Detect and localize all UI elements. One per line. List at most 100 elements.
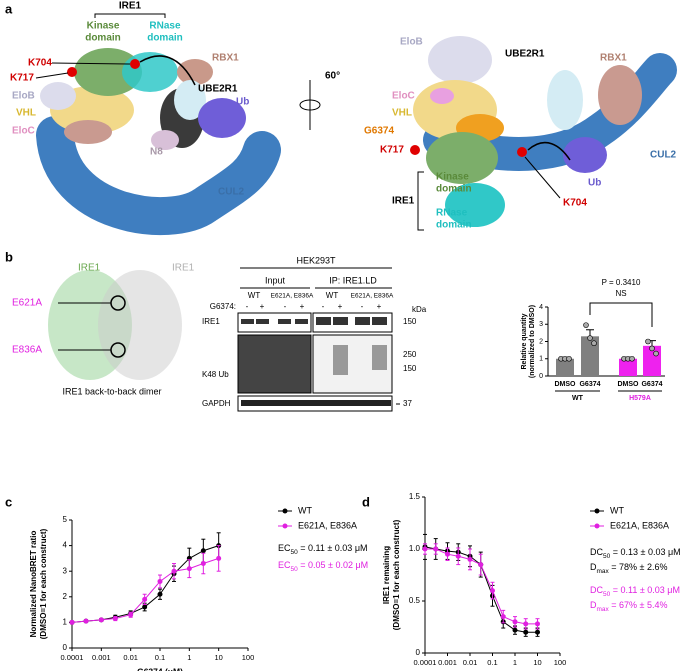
structure-label: CUL2 <box>650 150 677 161</box>
structure-label: RBX1 <box>600 53 627 64</box>
structure-right <box>410 36 677 231</box>
x-tick-label: 0.001 <box>92 653 111 662</box>
kinase-shape <box>426 132 498 184</box>
blot-box <box>237 312 312 333</box>
sign: - <box>284 302 287 311</box>
dimer-label: E621A <box>12 298 42 309</box>
annotation-part: = 0.11 ± 0.03 μM <box>610 585 680 595</box>
structure-label: domain <box>147 33 183 44</box>
k717-site <box>67 67 77 77</box>
data-point <box>455 553 461 559</box>
band <box>355 317 370 325</box>
data-point <box>535 621 540 627</box>
smear <box>372 345 387 370</box>
x-tick-label: 10 <box>214 653 222 662</box>
annotation-part: 50 <box>291 566 299 573</box>
y-tick-label: 5 <box>63 515 68 524</box>
data-point <box>512 619 518 625</box>
sign: - <box>361 302 364 311</box>
structure-label: UBE2R1 <box>198 84 238 95</box>
construct: E621A, E836A <box>351 293 394 300</box>
annotation: DC50 = 0.13 ± 0.03 μM <box>590 547 681 560</box>
point <box>591 340 597 347</box>
annotation: EC50 = 0.11 ± 0.03 μM <box>278 543 368 556</box>
cul2-shape <box>36 116 281 235</box>
leader <box>524 156 561 199</box>
y-tick-label: 3 <box>63 566 68 575</box>
y-axis-label: (DMSO=1 for each construct) <box>392 519 401 630</box>
construct: WT <box>248 291 261 300</box>
panel-label: a <box>5 1 13 16</box>
structure-label: K717 <box>10 73 34 84</box>
data-point <box>535 629 540 635</box>
structure-label: 60° <box>325 71 340 82</box>
structure-label: EloB <box>400 37 423 48</box>
y-tick-label: 0 <box>416 648 421 657</box>
ub-shape <box>563 137 607 173</box>
structure-label: G6374 <box>364 126 394 137</box>
rotation <box>299 99 321 111</box>
band <box>372 317 387 325</box>
y-tick-label: 0.5 <box>409 596 421 605</box>
x-tick-label: 0.001 <box>438 658 457 667</box>
data-point <box>523 621 529 627</box>
series-line <box>71 557 219 623</box>
bar <box>581 336 599 376</box>
x-tick-label: G6374 <box>641 381 662 388</box>
legend-label: WT <box>610 505 624 515</box>
kda-label: kDa <box>412 305 427 314</box>
sign: + <box>300 302 305 311</box>
group: IP: IRE1.LD <box>329 275 377 285</box>
data-point <box>69 619 75 625</box>
data-point <box>467 556 473 562</box>
blot <box>237 267 400 412</box>
data-point <box>128 612 134 618</box>
bar <box>619 358 637 376</box>
annotation-part: = 0.11 ± 0.03 μM <box>298 543 368 553</box>
x-tick-label: 0.1 <box>155 653 165 662</box>
annotation-part: EC <box>278 543 291 553</box>
dimer-label: IRE1 <box>172 263 195 274</box>
construct: E621A, E836A <box>271 293 314 300</box>
x-tick-label: 1 <box>187 653 191 662</box>
dimer <box>48 270 182 380</box>
y-axis-label: IRE1 remaining <box>382 546 391 604</box>
data-point <box>142 596 148 602</box>
structure-label: RNase <box>436 208 468 219</box>
rbx1-shape <box>177 59 213 85</box>
annotation-part: D <box>590 600 597 610</box>
row-label: K48 Ub <box>202 370 229 379</box>
ube2r1-shape <box>174 80 206 120</box>
k717-site <box>410 145 420 155</box>
structure-label: Ub <box>236 97 249 108</box>
sign: - <box>246 302 249 311</box>
n8-shape <box>151 130 179 150</box>
y-axis-label: Normalized NanoBRET ratio <box>29 531 38 638</box>
row-label: IRE1 <box>202 317 220 326</box>
y-axis-label: Relative quantity <box>521 313 528 369</box>
series-line <box>424 546 538 633</box>
data-point <box>216 555 222 561</box>
structure-label: VHL <box>392 108 412 119</box>
point <box>629 355 635 362</box>
data-point <box>200 561 206 567</box>
construct: WT <box>326 291 339 300</box>
structure-label: VHL <box>16 108 36 119</box>
y-tick-label: 3 <box>539 321 543 328</box>
kinase-shape <box>74 48 142 96</box>
legend-label: E621A, E836A <box>298 520 357 530</box>
annotation-part: DC <box>590 585 603 595</box>
leader <box>51 62 131 65</box>
data-point <box>142 604 148 610</box>
data-point <box>157 578 163 584</box>
ire1-gray <box>98 270 182 380</box>
y-tick-label: 1.5 <box>409 492 421 501</box>
annotation-part: = 67% ± 5.4% <box>609 600 668 610</box>
data-point <box>186 566 192 572</box>
structure-label: RNase <box>149 21 181 32</box>
data-point <box>112 616 118 622</box>
y-tick-label: 4 <box>63 541 68 550</box>
